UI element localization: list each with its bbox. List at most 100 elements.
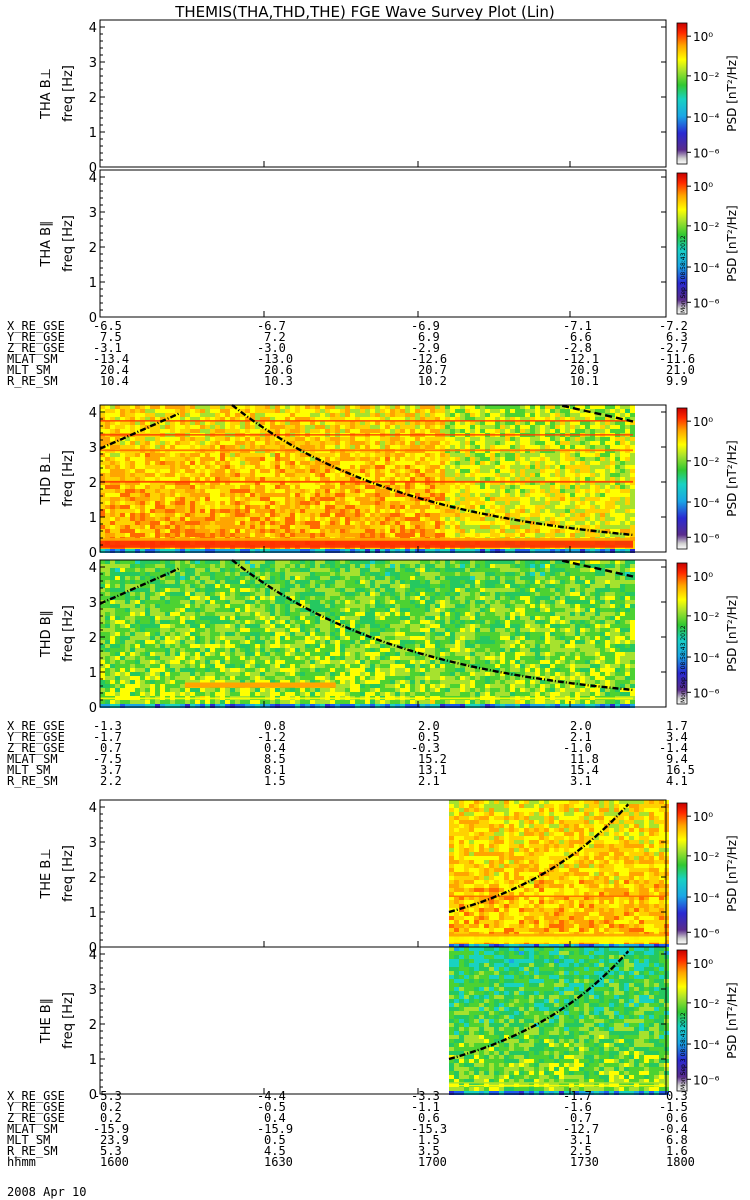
colorbar: 10⁰ 10⁻² 10⁻⁴ 10⁻⁶ PSD [nT²/Hz] Mon Sep 3 08:… [676, 562, 739, 705]
ephemeris-value: -15.3 [411, 1122, 447, 1136]
y-tick-label: 1 [89, 1053, 97, 1068]
emission-band [449, 933, 666, 937]
colorbar-tick-label: 10⁻⁴ [693, 496, 720, 510]
ephemeris-value: 0.3 [666, 1089, 688, 1103]
ephemeris-value: 1.7 [666, 719, 688, 733]
ephemeris-value: -7.5 [93, 752, 122, 766]
y-tick-label: 1 [89, 511, 97, 526]
y-axis-label: freq [Hz] [61, 450, 76, 507]
emission-band [449, 1082, 666, 1084]
ephemeris-value: -13.4 [93, 352, 129, 366]
heatmap-cells [449, 800, 669, 948]
y-tick-label: 0 [89, 311, 97, 326]
colorbar-tick-label: 10⁻⁶ [693, 531, 720, 545]
ephemeris-value: -12.6 [411, 352, 447, 366]
emission-band [449, 1084, 666, 1087]
ephemeris-value: 20.7 [418, 363, 447, 377]
colorbar-tick-label: 10⁻² [693, 455, 720, 469]
y-tick-label: 3 [89, 206, 97, 221]
ephemeris-value: -1.5 [659, 1100, 688, 1114]
ephemeris-value: -12.7 [563, 1122, 599, 1136]
colorbar-tick-label: 10⁻² [693, 70, 720, 84]
ephemeris-table-tha: X_RE_GSE -6.5 -6.7 -6.9 -7.1 -7.2 Y_RE_GSE 7.5 7… [7, 319, 695, 388]
ephemeris-value: 10.3 [264, 374, 293, 388]
ephemeris-value: 7.5 [100, 330, 122, 344]
colorbar-tick-label: 10⁰ [693, 180, 713, 194]
ephemeris-label: R_RE_SM [7, 774, 58, 788]
ephemeris-value: 0.2 [100, 1111, 122, 1125]
spectrogram-panel-the-par: 0 1 2 3 4 THE B∥ freq [Hz] 10⁰ 10⁻² 10⁻⁴ 10⁻⁶ PSD [… [39, 946, 739, 1103]
ephemeris-value: -2.8 [563, 341, 592, 355]
ephemeris-label: Y_RE_GSE [7, 330, 65, 344]
y-tick-label: 2 [89, 241, 97, 256]
ephemeris-value: -13.0 [257, 352, 293, 366]
ephemeris-value: 0.6 [418, 1111, 440, 1125]
ephemeris-value: 0.4 [264, 1111, 286, 1125]
spectrogram-panel-tha-perp: 0 1 2 3 4 THA B⊥ freq [Hz] 10⁰ 10⁻² 10⁻⁴ 10⁻⁶ PSD [… [39, 19, 739, 176]
cyclotron-frequency-line [561, 559, 634, 578]
ephemeris-value: 13.1 [418, 763, 447, 777]
ephemeris-label: Z_RE_GSE [7, 341, 65, 355]
colorbar-label: PSD [nT²/Hz] [725, 205, 739, 281]
panel-name: THA B∥ [39, 220, 54, 267]
y-tick-label: 4 [89, 948, 97, 963]
cyclotron-frequency-line [231, 559, 634, 692]
cyclotron-frequency-line [448, 950, 630, 1061]
ephemeris-value: -15.9 [93, 1122, 129, 1136]
ephemeris-label: MLT_SM [7, 763, 50, 777]
y-axis-label: freq [Hz] [61, 992, 76, 1049]
colorbar-tick-label: 10⁻⁴ [693, 261, 720, 275]
ephemeris-value: -1.1 [411, 1100, 440, 1114]
ephemeris-value: -4.4 [257, 1089, 286, 1103]
heatmap-cells [100, 405, 635, 553]
ephemeris-value: -1.7 [563, 1089, 592, 1103]
emission-band [100, 420, 633, 422]
ephemeris-value: 1630 [264, 1155, 293, 1169]
y-tick-label: 2 [89, 91, 97, 106]
ephemeris-label: Y_RE_GSE [7, 1100, 65, 1114]
ephemeris-value: -3.0 [257, 341, 286, 355]
ephemeris-value: -0.3 [411, 741, 440, 755]
colorbar-tick-label: 10⁻² [693, 220, 720, 234]
ephemeris-value: 8.5 [264, 752, 286, 766]
y-tick-label: 1 [89, 276, 97, 291]
ephemeris-label: X_RE_GSE [7, 1089, 65, 1103]
ephemeris-label: MLT_SM [7, 1133, 50, 1147]
figure-title: THEMIS(THA,THD,THE) FGE Wave Survey Plot… [174, 3, 555, 21]
ephemeris-value: 5.3 [100, 1144, 122, 1158]
panel-name: THD B∥ [39, 610, 54, 658]
cyclotron-frequency-line [99, 411, 181, 450]
ephemeris-value: 0.6 [666, 1111, 688, 1125]
emission-band [100, 538, 633, 541]
y-axis-label: freq [Hz] [61, 845, 76, 902]
ephemeris-value: 1600 [100, 1155, 129, 1169]
colorbar-tick-label: 10⁻⁶ [693, 926, 720, 940]
y-axis-label: freq [Hz] [61, 215, 76, 272]
y-tick-label: 0 [89, 161, 97, 176]
ephemeris-value: -1.0 [563, 741, 592, 755]
colorbar-tick-label: 10⁻⁶ [693, 296, 720, 310]
y-tick-label: 2 [89, 631, 97, 646]
plot-date: 2008 Apr 10 [7, 1185, 86, 1199]
colorbar-tick-label: 10⁻⁶ [693, 1073, 720, 1087]
ephemeris-value: 23.9 [100, 1133, 129, 1147]
colorbar-label: PSD [nT²/Hz] [725, 595, 739, 671]
ephemeris-value: 6.6 [570, 330, 592, 344]
ephemeris-value: 6.9 [418, 330, 440, 344]
ephemeris-value: 11.8 [570, 752, 599, 766]
ephemeris-label: Y_RE_GSE [7, 730, 65, 744]
heatmap-cells [100, 560, 635, 708]
ephemeris-value: 1700 [418, 1155, 447, 1169]
colorbar-scale [676, 562, 688, 705]
ephemeris-value: 2.2 [100, 774, 122, 788]
ephemeris-label: hhmm [7, 1155, 36, 1169]
timestamp-stamp: Mon Sep 3 08:58:43 2012 [680, 625, 687, 703]
ephemeris-value: 3.1 [570, 1133, 592, 1147]
colorbar: 10⁰ 10⁻² 10⁻⁴ 10⁻⁶ PSD [nT²/Hz] [676, 22, 739, 165]
ephemeris-value: 3.1 [570, 774, 592, 788]
ephemeris-value: 1.5 [264, 774, 286, 788]
ephemeris-label: R_RE_SM [7, 374, 58, 388]
colorbar-tick-label: 10⁻⁴ [693, 1038, 720, 1052]
ephemeris-value: -0.4 [659, 1122, 688, 1136]
ephemeris-value: 0.7 [570, 1111, 592, 1125]
